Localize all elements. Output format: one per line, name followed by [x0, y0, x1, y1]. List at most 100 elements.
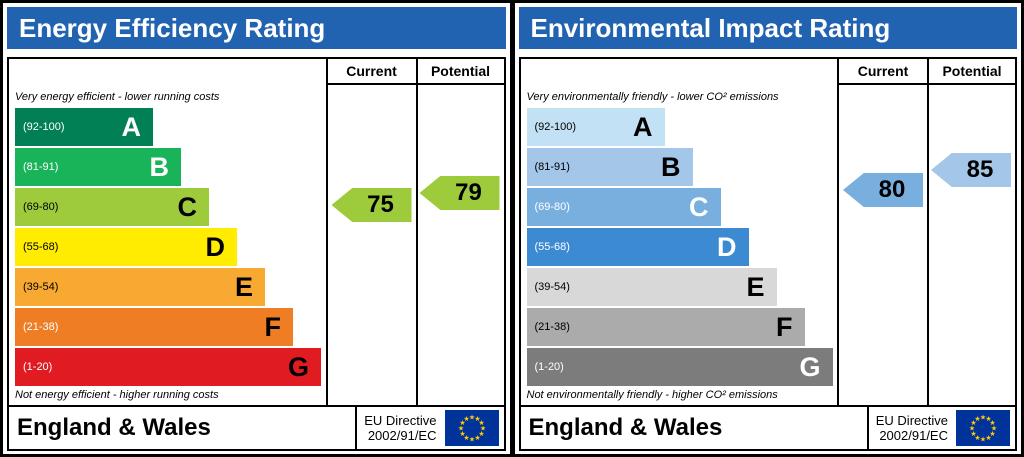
- environmental-impact-panel: Environmental Impact Rating Current Pote…: [515, 3, 1022, 454]
- spacer-cell: [9, 59, 326, 85]
- region-label: England & Wales: [528, 414, 723, 441]
- band-range-label: (92-100): [23, 121, 65, 133]
- band-letter: C: [689, 191, 709, 222]
- svg-text:★: ★: [478, 430, 484, 438]
- band-d: (55-68) D: [15, 228, 237, 266]
- svg-text:★: ★: [989, 419, 995, 427]
- environmental-bands: (92-100) A (81-91) B (69-80) C (55-68) D (39-54)…: [526, 108, 838, 386]
- current-rating-arrow: 75: [331, 188, 412, 222]
- band-letter: D: [205, 231, 226, 262]
- band-letter: C: [177, 191, 198, 222]
- band-range-label: (1-20): [23, 361, 53, 373]
- eu-directive-label: EU Directive 2002/91/EC: [364, 413, 437, 443]
- svg-text:★: ★: [970, 419, 976, 427]
- potential-rating-arrow: 85: [931, 153, 1011, 187]
- environmental-panel-title: Environmental Impact Rating: [518, 7, 1017, 49]
- band-letter: B: [661, 151, 681, 182]
- svg-text:★: ★: [969, 425, 975, 433]
- svg-text:★: ★: [468, 436, 474, 444]
- environmental-rating-table: Current Potential Very environmentally f…: [518, 57, 1017, 451]
- band-a: (92-100) A: [526, 108, 665, 146]
- top-note: Very energy efficient - lower running co…: [15, 91, 220, 103]
- region-label: England & Wales: [17, 414, 211, 441]
- band-letter: E: [234, 271, 253, 302]
- band-letter: E: [746, 271, 765, 302]
- energy-efficiency-panel: Energy Efficiency Rating Current Potenti…: [3, 3, 510, 454]
- band-b: (81-91) B: [15, 148, 181, 186]
- footer-divider: [355, 407, 357, 449]
- band-range-label: (81-91): [23, 161, 59, 173]
- band-range-label: (92-100): [534, 121, 577, 133]
- panel-divider: [509, 3, 515, 454]
- band-range-label: (81-91): [534, 161, 570, 173]
- band-letter: G: [287, 351, 309, 382]
- band-f: (21-38) F: [526, 308, 805, 346]
- band-range-label: (69-80): [534, 201, 570, 213]
- band-range-label: (39-54): [23, 281, 59, 293]
- band-g: (1-20) G: [15, 348, 321, 386]
- eu-flag-icon: ★ ★★★★★★★★★★★: [444, 410, 499, 446]
- band-range-label: (69-80): [23, 201, 59, 213]
- band-letter: B: [149, 151, 170, 182]
- band-f: (21-38) F: [15, 308, 293, 346]
- band-e: (39-54) E: [526, 268, 777, 306]
- svg-text:★: ★: [478, 419, 484, 427]
- svg-text:★: ★: [463, 415, 469, 423]
- band-range-label: (21-38): [534, 321, 570, 333]
- bottom-note: Not environmentally friendly - higher CO…: [526, 389, 778, 401]
- band-g: (1-20) G: [526, 348, 833, 386]
- band-b: (81-91) B: [526, 148, 693, 186]
- svg-text:★: ★: [474, 415, 480, 423]
- energy-bands-area: Very energy efficient - lower running co…: [9, 85, 326, 405]
- band-letter: F: [776, 311, 793, 342]
- svg-text:★: ★: [985, 434, 991, 442]
- band-c: (69-80) C: [15, 188, 209, 226]
- bottom-note: Not energy efficient - higher running co…: [15, 389, 219, 401]
- energy-panel-title: Energy Efficiency Rating: [7, 7, 506, 49]
- band-letter: G: [799, 351, 821, 382]
- svg-text:★: ★: [463, 434, 469, 442]
- svg-text:★: ★: [980, 436, 986, 444]
- svg-text:★: ★: [980, 414, 986, 422]
- band-d: (55-68) D: [526, 228, 749, 266]
- environmental-bands-area: Very environmentally friendly - lower CO…: [521, 85, 838, 405]
- band-a: (92-100) A: [15, 108, 153, 146]
- svg-text:★: ★: [474, 434, 480, 442]
- svg-text:★: ★: [991, 425, 997, 433]
- environmental-potential-cell: 85: [927, 85, 1015, 405]
- band-e: (39-54) E: [15, 268, 265, 306]
- band-c: (69-80) C: [526, 188, 721, 226]
- energy-current-cell: 75: [325, 85, 416, 405]
- potential-rating-arrow: 79: [419, 176, 500, 210]
- band-letter: A: [633, 111, 653, 142]
- svg-text:★: ★: [989, 430, 995, 438]
- current-rating-arrow: 80: [843, 173, 923, 207]
- energy-footer: England & Wales EU Directive 2002/91/EC …: [9, 405, 504, 449]
- svg-text:★: ★: [459, 430, 465, 438]
- top-note: Very environmentally friendly - lower CO…: [526, 91, 779, 103]
- current-column-header: Current: [325, 59, 416, 85]
- potential-column-header: Potential: [415, 59, 504, 85]
- potential-column-header: Potential: [927, 59, 1015, 85]
- svg-text:★: ★: [457, 425, 463, 433]
- svg-text:★: ★: [479, 425, 485, 433]
- band-letter: F: [264, 311, 282, 342]
- eu-flag-icon: ★ ★★★★★★★★★★★: [956, 410, 1010, 446]
- svg-text:★: ★: [468, 414, 474, 422]
- energy-potential-cell: 79: [415, 85, 504, 405]
- svg-text:★: ★: [985, 415, 991, 423]
- svg-text:★: ★: [459, 419, 465, 427]
- footer-divider: [866, 407, 869, 449]
- band-letter: D: [717, 231, 737, 262]
- spacer-cell: [521, 59, 838, 85]
- band-range-label: (39-54): [534, 281, 570, 293]
- svg-text:★: ★: [974, 434, 980, 442]
- band-range-label: (55-68): [534, 241, 570, 253]
- svg-text:★: ★: [974, 415, 980, 423]
- svg-text:★: ★: [970, 430, 976, 438]
- energy-rating-table: Current Potential Very energy efficient …: [7, 57, 506, 451]
- band-range-label: (21-38): [23, 321, 59, 333]
- band-letter: A: [121, 111, 142, 142]
- band-range-label: (55-68): [23, 241, 59, 253]
